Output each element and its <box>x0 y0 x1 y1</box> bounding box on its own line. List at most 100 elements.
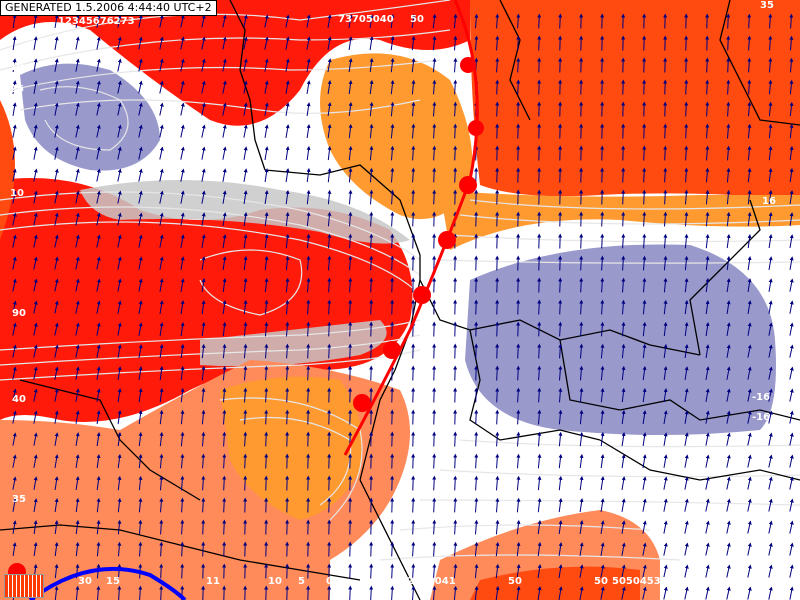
wind-arrow <box>411 585 416 600</box>
wind-arrow <box>264 80 269 94</box>
region-periwinkle-northwest <box>20 63 160 171</box>
wind-arrow <box>264 387 269 403</box>
wind-arrow <box>600 409 605 425</box>
wind-arrow <box>516 541 521 557</box>
wind-arrow <box>33 322 38 336</box>
wind-arrow <box>285 189 290 205</box>
wind-arrow <box>516 453 521 469</box>
wind-arrow <box>516 343 521 359</box>
wind-arrow <box>747 167 752 183</box>
wind-arrow <box>705 167 710 183</box>
wind-arrow <box>495 497 500 513</box>
front-bulb <box>383 341 401 359</box>
wind-arrow <box>684 145 689 161</box>
wind-arrow <box>96 410 101 424</box>
wind-arrow <box>642 255 647 271</box>
wind-arrow <box>117 102 122 116</box>
wind-arrow <box>117 14 122 28</box>
wind-arrow <box>726 123 731 139</box>
wind-arrow <box>705 79 710 95</box>
wind-arrow <box>180 322 185 337</box>
wind-arrow <box>12 300 17 314</box>
wind-arrow <box>285 146 290 161</box>
wind-arrow <box>600 365 605 381</box>
wind-arrow <box>789 35 794 51</box>
wind-arrow <box>285 255 290 271</box>
wind-arrow <box>768 212 773 227</box>
wind-arrow <box>621 321 626 337</box>
wind-arrow <box>684 498 689 512</box>
wind-arrow <box>285 102 290 116</box>
wind-arrow <box>285 14 290 28</box>
wind-arrow <box>327 123 332 139</box>
wind-arrow <box>558 475 563 491</box>
wind-arrow <box>600 321 605 337</box>
wind-arrow <box>159 168 164 182</box>
wind-arrow <box>726 255 731 271</box>
wind-arrow <box>243 365 248 381</box>
wind-arrow <box>138 234 143 248</box>
wind-arrow <box>264 431 269 447</box>
wind-arrow <box>348 14 353 28</box>
wind-arrow <box>663 145 668 161</box>
wind-arrow <box>495 475 500 491</box>
warm-front-bulbs <box>353 57 484 412</box>
wind-arrow <box>432 167 437 183</box>
wind-arrow <box>663 255 668 271</box>
wind-arrow <box>747 145 752 161</box>
wind-arrow <box>264 409 269 425</box>
wind-arrow <box>579 299 584 315</box>
wind-arrow <box>705 454 710 468</box>
wind-arrow <box>642 211 647 227</box>
wind-arrow <box>558 520 563 535</box>
wind-arrow <box>138 541 143 557</box>
wind-arrow <box>432 475 437 491</box>
wind-arrow <box>33 520 38 535</box>
wind-arrow <box>327 255 332 271</box>
wind-arrow <box>33 102 38 116</box>
wind-arrow <box>348 145 353 161</box>
wind-arrow <box>201 146 206 160</box>
wind-arrow <box>600 476 605 491</box>
wind-arrow <box>684 388 689 402</box>
wind-arrow <box>54 234 59 248</box>
wind-arrow <box>117 190 122 204</box>
wind-arrow <box>12 58 17 72</box>
wind-arrow <box>390 79 395 95</box>
wind-arrow <box>495 541 500 557</box>
wind-arrow <box>117 366 122 380</box>
wind-arrow <box>180 234 185 248</box>
wind-arrow <box>621 167 626 183</box>
wind-arrow <box>348 123 353 139</box>
wind-arrow <box>495 585 500 600</box>
wind-arrow <box>201 321 206 337</box>
wind-arrow <box>12 13 17 29</box>
wind-arrow <box>537 475 542 491</box>
wind-arrow <box>663 343 668 359</box>
wind-arrow <box>558 453 563 469</box>
wind-arrow <box>621 387 626 403</box>
wind-arrow <box>474 475 479 491</box>
wind-arrow <box>180 80 185 94</box>
wind-arrow <box>75 454 80 468</box>
wind-arrow <box>12 454 17 468</box>
wind-arrow <box>201 102 206 116</box>
wind-arrow <box>285 80 290 94</box>
wind-arrow <box>726 101 731 117</box>
wind-arrow <box>159 190 164 204</box>
wind-arrow <box>726 542 731 556</box>
wind-arrow <box>705 211 710 227</box>
wind-arrow <box>726 167 731 183</box>
wind-arrow <box>243 431 248 447</box>
wind-arrow <box>705 277 710 293</box>
wind-arrow <box>159 519 164 535</box>
wind-arrow <box>180 453 185 469</box>
wind-arrow <box>705 498 710 512</box>
contour-labels: 73705040 50 12345676273 35 10 10 25 30 9… <box>10 0 776 587</box>
wind-arrow <box>33 366 38 380</box>
contour-label: 73705040 <box>338 14 394 25</box>
wind-arrow <box>222 14 227 28</box>
wind-arrow <box>495 365 500 381</box>
wind-arrow <box>327 365 332 381</box>
